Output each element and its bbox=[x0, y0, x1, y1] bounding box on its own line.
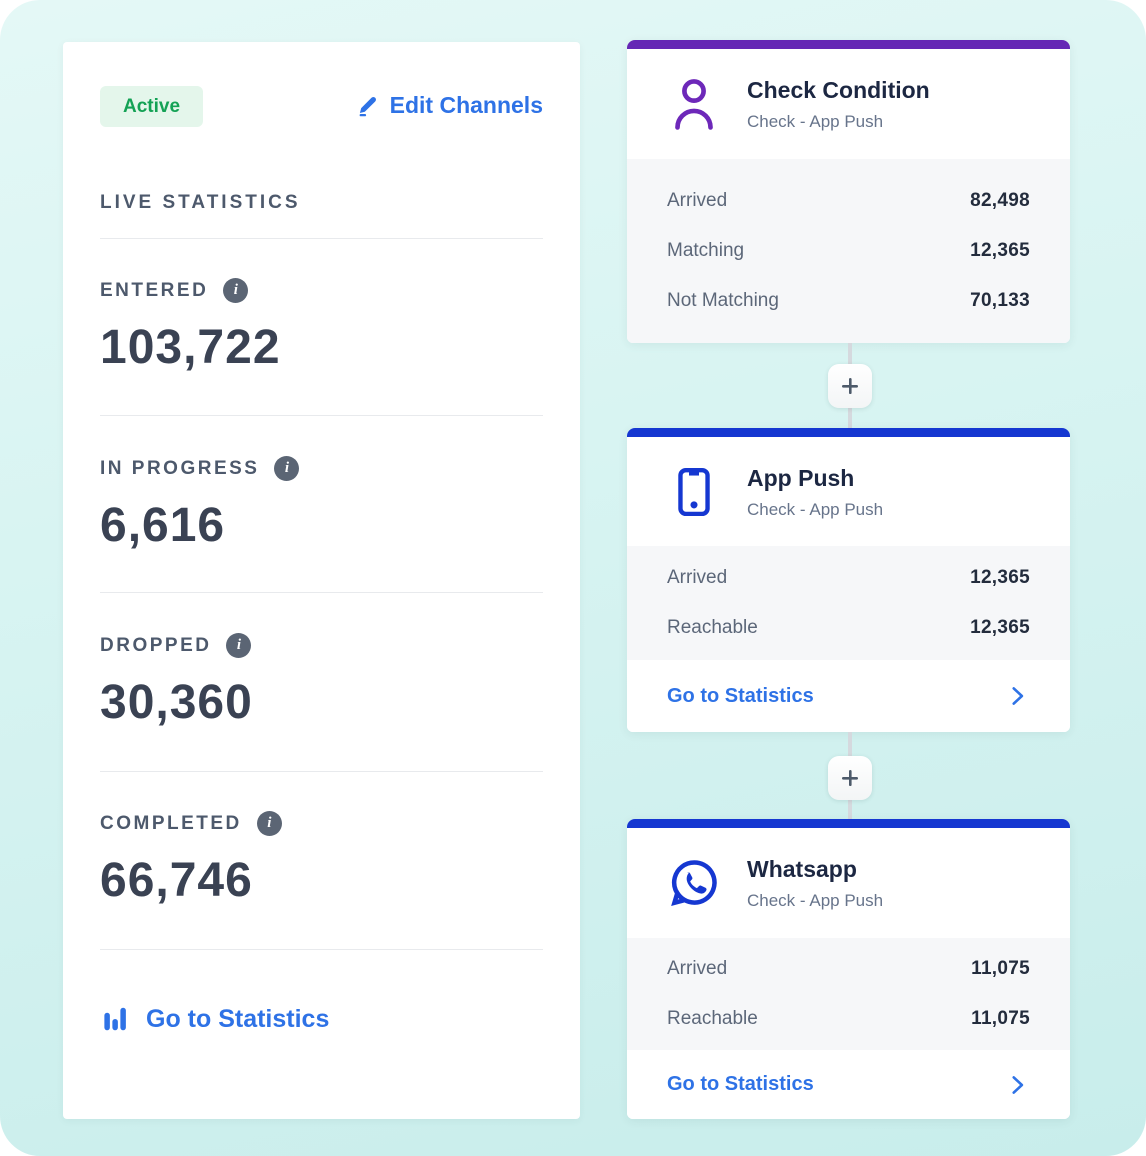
info-icon[interactable]: i bbox=[226, 633, 252, 658]
node-accent-bar bbox=[627, 428, 1070, 437]
live-statistics-panel: Active Edit Channels LIVE STATISTICS ENT… bbox=[63, 42, 580, 1119]
stat-row: Arrived 11,075 bbox=[667, 958, 1030, 979]
divider bbox=[100, 238, 543, 239]
plus-icon bbox=[838, 374, 862, 398]
info-icon[interactable]: i bbox=[223, 278, 249, 303]
node-header: Whatsapp Check - App Push bbox=[627, 828, 1070, 938]
plus-icon bbox=[838, 766, 862, 790]
flow-node-check-condition[interactable]: Check Condition Check - App Push Arrived… bbox=[627, 40, 1070, 343]
node-go-to-statistics[interactable]: Go to Statistics bbox=[627, 1050, 1070, 1119]
add-step-button[interactable] bbox=[828, 756, 872, 800]
node-header: App Push Check - App Push bbox=[627, 437, 1070, 546]
node-accent-bar bbox=[627, 40, 1070, 49]
go-to-statistics-label: Go to Statistics bbox=[146, 1004, 330, 1033]
stat-row: Arrived 82,498 bbox=[667, 190, 1030, 211]
bar-chart-icon bbox=[100, 1004, 130, 1034]
whatsapp-icon bbox=[667, 854, 721, 912]
person-icon bbox=[667, 75, 721, 133]
info-icon[interactable]: i bbox=[274, 456, 300, 481]
edit-channels-link[interactable]: Edit Channels bbox=[355, 92, 543, 119]
stat-row: Reachable 11,075 bbox=[667, 1008, 1030, 1029]
add-step-button[interactable] bbox=[828, 364, 872, 408]
node-stats: Arrived 11,075 Reachable 11,075 bbox=[627, 938, 1070, 1050]
node-accent-bar bbox=[627, 819, 1070, 828]
divider bbox=[100, 949, 543, 950]
stat-value: 103,722 bbox=[100, 321, 281, 374]
phone-icon bbox=[667, 463, 721, 521]
edit-channels-label: Edit Channels bbox=[389, 92, 543, 118]
stat-completed: COMPLETED i 66,746 bbox=[100, 811, 543, 908]
node-subtitle: Check - App Push bbox=[747, 499, 884, 519]
node-stats: Arrived 12,365 Reachable 12,365 bbox=[627, 546, 1070, 660]
node-subtitle: Check - App Push bbox=[747, 891, 884, 910]
node-stats: Arrived 82,498 Matching 12,365 Not Match… bbox=[627, 159, 1070, 343]
stat-in-progress: IN PROGRESS i 6,616 bbox=[100, 456, 543, 553]
go-to-statistics-link[interactable]: Go to Statistics bbox=[100, 1004, 329, 1034]
status-badge: Active bbox=[100, 86, 204, 127]
stat-value: 6,616 bbox=[100, 499, 226, 552]
stat-entered: ENTERED i 103,722 bbox=[100, 278, 543, 375]
node-header: Check Condition Check - App Push bbox=[627, 49, 1070, 159]
node-title: Check Condition bbox=[747, 77, 930, 103]
divider bbox=[100, 415, 543, 416]
stat-row: Matching 12,365 bbox=[667, 240, 1030, 261]
stat-row: Not Matching 70,133 bbox=[667, 290, 1030, 311]
node-go-to-statistics[interactable]: Go to Statistics bbox=[627, 660, 1070, 732]
divider bbox=[100, 592, 543, 593]
go-to-statistics-label: Go to Statistics bbox=[667, 1073, 814, 1095]
stat-label: ENTERED bbox=[100, 279, 209, 301]
node-title: Whatsapp bbox=[747, 856, 857, 882]
stat-value: 30,360 bbox=[100, 676, 253, 729]
divider bbox=[100, 771, 543, 772]
go-to-statistics-label: Go to Statistics bbox=[667, 684, 814, 707]
stat-value: 66,746 bbox=[100, 854, 253, 907]
pencil-icon bbox=[355, 94, 379, 118]
flow-node-app-push[interactable]: App Push Check - App Push Arrived 12,365… bbox=[627, 428, 1070, 732]
stat-dropped: DROPPED i 30,360 bbox=[100, 633, 543, 730]
chevron-right-icon bbox=[1004, 1072, 1030, 1098]
stat-row: Arrived 12,365 bbox=[667, 567, 1030, 588]
stat-row: Reachable 12,365 bbox=[667, 617, 1030, 638]
stat-label: IN PROGRESS bbox=[100, 457, 260, 479]
chevron-right-icon bbox=[1004, 683, 1030, 709]
flow-node-whatsapp[interactable]: Whatsapp Check - App Push Arrived 11,075… bbox=[627, 819, 1070, 1119]
live-statistics-title: LIVE STATISTICS bbox=[100, 192, 301, 213]
stat-label: COMPLETED bbox=[100, 812, 242, 834]
info-icon[interactable]: i bbox=[256, 811, 282, 836]
node-title: App Push bbox=[747, 464, 855, 491]
node-subtitle: Check - App Push bbox=[747, 112, 884, 131]
stat-label: DROPPED bbox=[100, 634, 212, 656]
